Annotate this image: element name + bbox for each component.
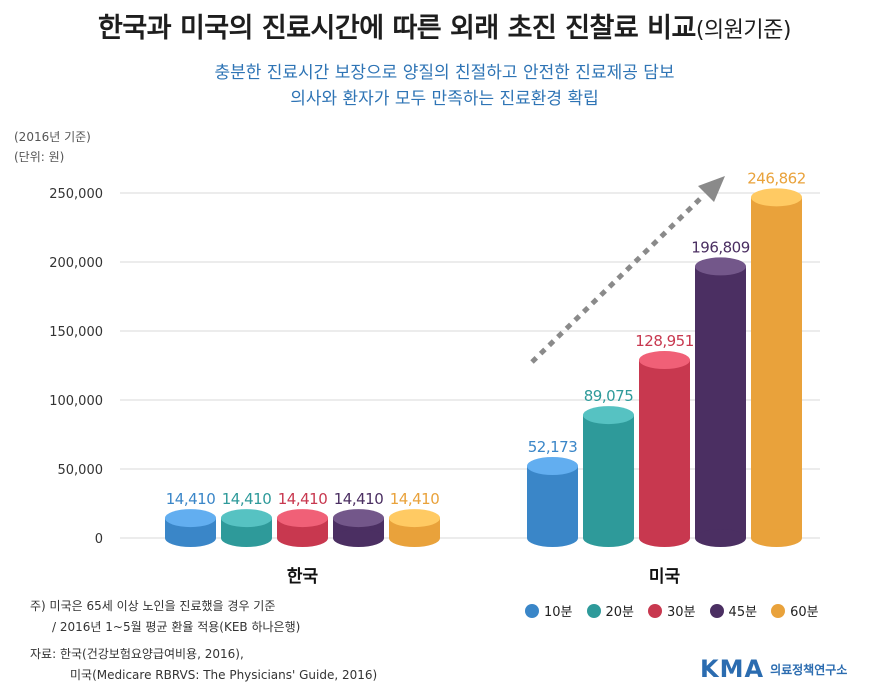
data-label: 246,862 [747, 169, 806, 187]
bar-top [333, 509, 384, 528]
legend-swatch [709, 603, 724, 618]
chart-title-main: 한국과 미국의 진료시간에 따른 외래 초진 진찰료 비교 [98, 13, 696, 44]
bar [221, 509, 272, 547]
bar [751, 188, 802, 547]
y-tick-label: 100,000 [49, 394, 103, 409]
y-tick-label: 200,000 [49, 256, 103, 271]
legend-label: 30분 [667, 605, 696, 620]
chart-title: 한국과 미국의 진료시간에 따른 외래 초진 진찰료 비교(의원기준) [0, 6, 889, 45]
bar [165, 509, 216, 547]
bar-body [583, 415, 634, 538]
legend-swatch [648, 603, 663, 618]
footnote-2: / 2016년 1~5월 평균 환율 적용(KEB 하나은행) [52, 620, 301, 634]
data-label: 196,809 [691, 238, 750, 256]
legend-item: 30분 [648, 601, 696, 620]
unit-label: (단위: 원) [14, 150, 65, 164]
legend-label: 60분 [790, 605, 819, 620]
trend-arrow [530, 176, 725, 364]
legend-swatch [586, 603, 601, 618]
bar [527, 457, 578, 547]
logo-text: 의료정책연구소 [770, 662, 848, 677]
legend-swatch [525, 603, 539, 618]
category-label: 미국 [649, 567, 681, 587]
legend-label: 20분 [605, 605, 635, 620]
bar [333, 509, 384, 547]
source-2: 미국(Medicare RBRVS: The Physicians' Guide… [70, 668, 378, 682]
bar-bottom [639, 529, 690, 547]
y-tick-label: 50,000 [58, 463, 104, 478]
bar-body [639, 360, 690, 538]
bar-top [221, 509, 272, 528]
bar [639, 351, 690, 547]
logo-mark: KMA [700, 655, 765, 683]
data-label: 14,410 [222, 490, 272, 508]
bar-bottom [389, 529, 440, 547]
bar-top [695, 257, 746, 276]
data-label: 14,410 [390, 490, 440, 508]
bar-chart: 0 50,000 100,000 150,000 200,000 250,000 14,41… [49, 169, 820, 587]
data-label: 14,410 [278, 490, 328, 508]
bar [277, 509, 328, 547]
chart-title-paren: (의원기준) [695, 18, 792, 43]
bar-bottom [527, 529, 578, 547]
bar-body [751, 197, 802, 538]
trend-arrow-line [530, 194, 705, 364]
data-label: 14,410 [166, 490, 216, 508]
bar-bottom [165, 529, 216, 547]
bar-bottom [277, 529, 328, 547]
legend-item: 45분 [709, 601, 758, 620]
subtitle-line-2: 의사와 환자가 모두 만족하는 진료환경 확립 [290, 89, 599, 109]
bar-bottom [695, 529, 746, 547]
data-label: 52,173 [528, 438, 578, 456]
y-tick-label: 250,000 [49, 187, 103, 202]
bar [389, 509, 440, 547]
data-label: 89,075 [584, 387, 634, 405]
bar-top [583, 406, 634, 425]
bar-bottom [583, 529, 634, 547]
legend-item: 20분 [586, 601, 635, 620]
bar-top [639, 351, 690, 370]
legend-label: 10분 [544, 605, 573, 620]
bar-body [695, 266, 746, 538]
chart-legend: 10분 20분 30분 45분 60분 [525, 601, 819, 620]
bar-bottom [333, 529, 384, 547]
bar-top [277, 509, 328, 528]
trend-arrow-head [698, 176, 725, 202]
y-tick-label: 0 [95, 532, 103, 547]
legend-item: 10분 [525, 601, 573, 620]
data-label: 128,951 [635, 332, 694, 350]
legend-label: 45분 [728, 605, 758, 620]
footnote-1: 주) 미국은 65세 이상 노인을 진료했을 경우 기준 [30, 599, 276, 613]
bar-top [751, 188, 802, 207]
bar-body [527, 466, 578, 538]
bar-top [527, 457, 578, 476]
bar-bottom [751, 529, 802, 547]
subtitle-line-1: 충분한 진료시간 보장으로 양질의 친절하고 안전한 진료제공 담보 [214, 63, 675, 83]
category-label: 한국 [287, 567, 319, 587]
bar-top [389, 509, 440, 528]
legend-item: 60분 [771, 601, 819, 620]
bar-top [165, 509, 216, 528]
base-year-label: (2016년 기준) [14, 130, 91, 144]
bar [695, 257, 746, 547]
y-tick-label: 150,000 [49, 325, 103, 340]
source-1: 자료: 한국(건강보험요양급여비용, 2016), [30, 647, 244, 661]
data-label: 14,410 [334, 490, 384, 508]
bar-bottom [221, 529, 272, 547]
kma-logo: KMA 의료정책연구소 [700, 655, 847, 683]
legend-swatch [771, 603, 786, 618]
bar [583, 406, 634, 547]
